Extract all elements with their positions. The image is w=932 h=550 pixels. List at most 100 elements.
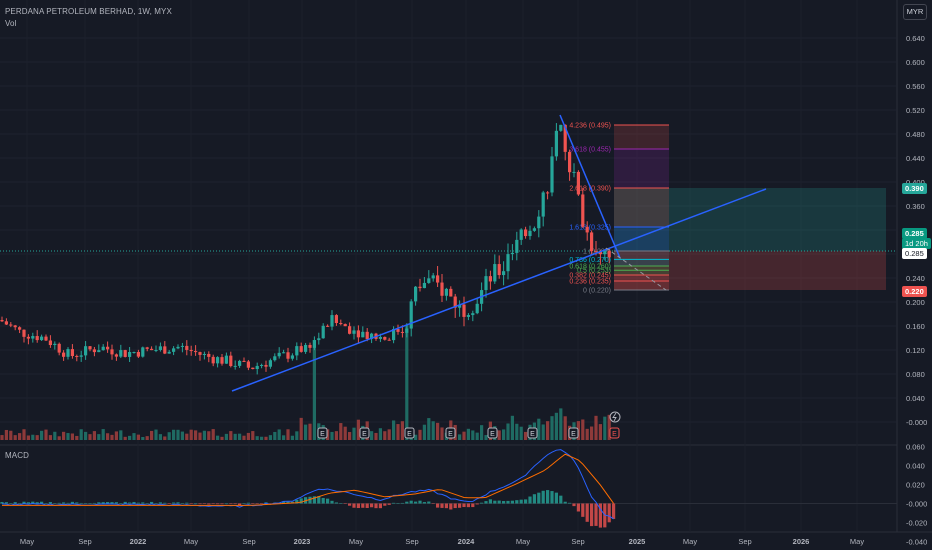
fib-level-label: 0.618 (0.260): [569, 264, 611, 271]
volume-bar: [35, 435, 39, 440]
price-tick-label: 0.080: [906, 370, 925, 379]
macd-histogram-bar: [189, 503, 193, 504]
macd-histogram-bar: [453, 503, 457, 509]
volume-bar: [484, 435, 488, 440]
candle-body: [255, 365, 259, 370]
candle-body: [295, 346, 299, 356]
candle-body: [563, 124, 567, 152]
volume-bar: [308, 423, 312, 440]
candle-body: [581, 194, 585, 227]
volume-bar: [92, 431, 96, 440]
currency-button[interactable]: MYR: [903, 4, 927, 20]
macd-histogram-bar: [427, 501, 431, 504]
candle-body: [13, 325, 17, 328]
macd-histogram-bar: [396, 503, 400, 504]
candle-body: [299, 346, 303, 352]
fib-band: [614, 227, 669, 251]
volume-bar: [233, 433, 237, 440]
candle-body: [462, 304, 466, 317]
volume-bar: [304, 424, 308, 440]
volume-bar: [598, 424, 602, 440]
macd-histogram-bar: [198, 503, 202, 505]
price-tick-label: 0.360: [906, 202, 925, 211]
macd-tick-label: 0.040: [906, 462, 925, 471]
trendlines[interactable]: [231, 114, 767, 392]
macd-histogram-bar: [62, 502, 66, 504]
macd-histogram-bar: [88, 503, 92, 504]
macd-histogram-bar: [238, 503, 242, 506]
macd-histogram-bar: [400, 502, 404, 504]
volume-bar: [440, 427, 444, 440]
macd-histogram-bar: [506, 500, 510, 504]
candle-body: [101, 346, 105, 351]
macd-histogram-bar: [449, 503, 453, 510]
volume-bar: [299, 417, 303, 440]
candle-body: [431, 275, 435, 279]
position-tool[interactable]: [0, 188, 897, 290]
macd-histogram-bar: [436, 503, 440, 508]
candle-body: [9, 324, 13, 326]
candle-body: [418, 286, 422, 289]
macd-histogram-bar: [339, 503, 343, 504]
earnings-marker-box: [359, 427, 370, 439]
volume-bar: [400, 421, 404, 440]
macd-tick-label: 0.060: [906, 443, 925, 452]
candles: [0, 123, 611, 375]
time-tick-label: May: [184, 537, 198, 546]
macd-pane: [0, 449, 897, 528]
candle-body: [22, 329, 26, 337]
volume-bar: [176, 429, 180, 440]
volume-bar: [251, 431, 255, 440]
price-tick-label: 0.120: [906, 346, 925, 355]
volume-bar: [97, 434, 101, 440]
volume-bar: [229, 431, 233, 440]
fib-level-label: 0.5 (0.253): [577, 268, 611, 275]
candle-body: [216, 357, 220, 364]
macd-histogram-bar: [75, 502, 79, 504]
macd-histogram-bar: [537, 492, 541, 504]
time-tick-label: Sep: [78, 537, 91, 546]
candle-body: [207, 353, 211, 357]
volume-bar: [339, 423, 343, 440]
candle-body: [528, 230, 532, 237]
candle-body: [502, 271, 506, 276]
fib-band: [614, 251, 669, 260]
macd-histogram-bar: [444, 503, 448, 509]
macd-histogram-bar: [348, 503, 352, 506]
volume-bar: [4, 429, 8, 440]
volume-bar: [396, 424, 400, 440]
volume-bar: [282, 435, 286, 440]
candle-body: [532, 228, 536, 231]
candle-body: [242, 360, 246, 362]
macd-histogram-bar: [4, 502, 8, 504]
macd-histogram-bar: [216, 503, 220, 505]
macd-histogram-bar: [594, 503, 598, 526]
candle-body: [290, 355, 294, 359]
candle-body: [312, 340, 316, 348]
macd-histogram-bar: [440, 503, 444, 508]
candle-body: [400, 331, 404, 333]
macd-histogram-bar: [13, 502, 17, 504]
fib-band: [614, 259, 669, 266]
candle-body: [286, 352, 290, 359]
macd-histogram-bar: [546, 490, 550, 504]
macd-histogram-bar: [167, 503, 171, 504]
volume-bar: [189, 429, 193, 440]
countdown-tag: 1d 20h: [902, 238, 931, 249]
volume-bar: [53, 431, 57, 440]
volume-bar: [334, 431, 338, 440]
candle-body: [158, 346, 162, 350]
macd-histogram-bar: [352, 503, 356, 508]
volume-bar: [88, 434, 92, 440]
time-axis[interactable]: May Sep 2022 May Sep 2023 May Sep 2024 May Sep 2025…: [20, 537, 864, 546]
macd-histogram-bar: [326, 498, 330, 504]
volume-bar: [348, 432, 352, 440]
volume-bar: [44, 429, 48, 440]
macd-histogram-bar: [414, 501, 418, 504]
volume-bar: [392, 420, 396, 440]
macd-histogram-bar: [392, 502, 396, 504]
fibonacci-extension[interactable]: 4.236 (0.495) 3.618 (0.455) 2.618 (0.390) 1…: [569, 123, 669, 295]
candle-body: [264, 364, 268, 367]
